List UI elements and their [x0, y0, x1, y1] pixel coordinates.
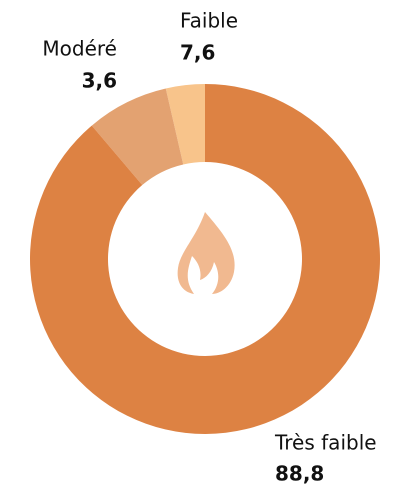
segment-label: Très faible: [274, 431, 377, 455]
segment-label: Modéré: [42, 37, 117, 61]
segment-label: Faible: [180, 9, 238, 33]
segment-value: 7,6: [180, 41, 215, 65]
donut-segment: [165, 84, 205, 165]
donut-segment: [30, 84, 381, 435]
donut-segment: [91, 88, 184, 186]
segment-value: 88,8: [275, 462, 324, 486]
flame-icon: [177, 212, 235, 294]
segment-value: 3,6: [82, 69, 117, 93]
